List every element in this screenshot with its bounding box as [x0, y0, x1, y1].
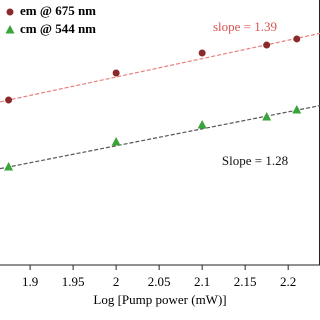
slope-annotation: slope = 1.39 — [213, 19, 277, 34]
point — [4, 161, 14, 171]
point — [263, 41, 271, 49]
point — [292, 104, 302, 114]
x-tick-label: 1.95 — [62, 274, 85, 289]
point — [197, 119, 207, 129]
x-tick-label: 2.2 — [280, 274, 296, 289]
point — [5, 96, 13, 104]
x-tick-label: 2.15 — [234, 274, 257, 289]
point — [112, 69, 120, 77]
legend-marker — [5, 25, 15, 34]
x-tick-label: 2.1 — [194, 274, 210, 289]
point — [262, 111, 272, 121]
point — [293, 35, 301, 43]
point — [111, 137, 121, 146]
x-axis-label: Log [Pump power (mW)] — [93, 292, 226, 307]
legend-label: cm @ 544 nm — [20, 21, 96, 36]
slope-annotation: Slope = 1.28 — [222, 153, 288, 168]
legend-label: em @ 675 nm — [20, 3, 96, 18]
x-tick-label: 2.05 — [148, 274, 171, 289]
fit-line — [0, 32, 320, 103]
point — [198, 49, 206, 57]
x-tick-label: 1.9 — [22, 274, 38, 289]
legend-marker — [6, 8, 14, 16]
x-tick-label: 2 — [113, 274, 120, 289]
